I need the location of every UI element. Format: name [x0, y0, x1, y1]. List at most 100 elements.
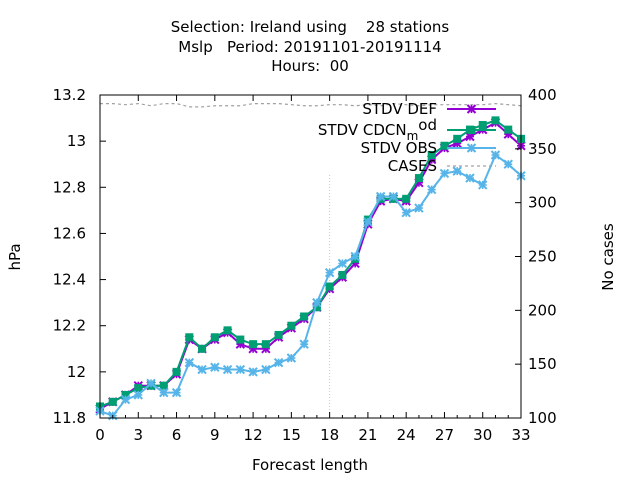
x-tick-label: 15 [282, 426, 301, 444]
y-tick-label: 12.6 [53, 224, 86, 242]
y-tick-label: 13 [67, 132, 86, 150]
legend-entry: STDV OBS [361, 139, 496, 157]
data-point [375, 191, 386, 202]
data-point [261, 364, 271, 375]
data-point [439, 168, 450, 179]
legend-label-sub: m [407, 129, 419, 143]
legend-label: STDV OBS [361, 139, 437, 157]
data-point [324, 267, 335, 278]
series-stdv-def [95, 117, 526, 414]
title-line-1: Selection: Ireland using 28 stations [171, 18, 450, 36]
x-tick-label: 33 [511, 426, 530, 444]
data-point [210, 333, 219, 342]
x-tick-label: 9 [210, 426, 220, 444]
data-point [197, 364, 207, 375]
y-tick-label: 12.2 [53, 317, 86, 335]
y2-axis-label: No cases [599, 223, 617, 291]
x-tick-label: 12 [244, 426, 263, 444]
data-point [465, 131, 475, 142]
data-point [120, 394, 131, 405]
y2-tick-label: 400 [528, 86, 557, 104]
data-point [236, 335, 245, 344]
series-line [99, 153, 522, 417]
chart-title: Selection: Ireland using 28 stations Msl… [171, 18, 450, 75]
title-line-3: Hours: 00 [271, 57, 349, 75]
y-tick-label: 11.8 [53, 409, 86, 427]
series-line [99, 121, 522, 410]
data-point [133, 390, 143, 400]
data-point [300, 312, 309, 321]
series-stdv-obs [95, 150, 526, 421]
data-point [426, 184, 437, 195]
data-point [503, 159, 513, 169]
data-point [184, 357, 195, 368]
x-tick-label: 24 [397, 426, 416, 444]
series-stdv-cdcn-mod [96, 116, 525, 411]
plot-area [95, 103, 526, 421]
data-point [287, 321, 296, 330]
x-axis-label: Forecast length [252, 456, 368, 474]
y-tick-label: 12 [67, 363, 86, 381]
legend-entry: CASES [388, 157, 496, 175]
data-point [274, 330, 283, 339]
data-point [249, 340, 258, 349]
data-point [159, 381, 168, 390]
x-tick-label: 6 [172, 426, 182, 444]
data-point [223, 326, 232, 335]
data-point [299, 339, 309, 349]
data-point [108, 397, 117, 406]
title-line-2: Mslp Period: 20191101-20191114 [178, 38, 441, 56]
series-line [99, 119, 522, 408]
data-point [198, 344, 207, 353]
y2-tick-label: 200 [528, 301, 557, 319]
data-point [402, 194, 411, 203]
x-tick-label: 18 [320, 426, 339, 444]
y2-tick-label: 300 [528, 194, 557, 212]
x-tick-label: 21 [358, 426, 377, 444]
data-point [490, 150, 501, 160]
y2-tick-label: 100 [528, 409, 557, 427]
data-point [478, 180, 488, 190]
x-tick-label: 3 [133, 426, 143, 444]
data-point [504, 125, 513, 134]
y-axis-label: hPa [6, 243, 24, 270]
series-line [100, 103, 522, 108]
data-point [325, 282, 334, 291]
y-tick-label: 13.2 [53, 86, 86, 104]
data-point [414, 203, 424, 213]
data-point [452, 166, 462, 176]
data-point [338, 270, 347, 279]
data-point [172, 367, 181, 376]
data-point [491, 116, 500, 125]
y-tick-label: 12.4 [53, 271, 86, 289]
data-point [261, 340, 270, 349]
data-point [248, 367, 258, 377]
data-point [146, 378, 156, 389]
y2-tick-label: 250 [528, 248, 557, 266]
series-cases [100, 103, 522, 108]
axes: 0 3 6 9 12 15 18 21 24 27 30 33 11.8 12 12.2 12.4 12.6 12… [53, 86, 557, 444]
data-point [478, 120, 487, 129]
data-point [466, 143, 477, 153]
data-point [171, 387, 182, 398]
legend-label-tail: od [418, 116, 437, 134]
data-point [467, 126, 476, 134]
y2-tick-label: 150 [528, 355, 557, 373]
data-point [427, 150, 436, 159]
data-point [235, 364, 246, 375]
legend-label: STDV DEF [362, 100, 437, 118]
data-point [312, 297, 322, 308]
data-point [440, 141, 449, 150]
data-point [222, 364, 233, 375]
data-point [210, 362, 220, 372]
data-point [134, 384, 143, 393]
data-point [453, 134, 462, 143]
legend-entry: STDV DEF [362, 100, 496, 118]
data-point [350, 251, 360, 262]
legend-label: CASES [388, 157, 437, 175]
data-point [159, 387, 169, 398]
y-tick-label: 12.8 [53, 178, 86, 196]
data-point [401, 207, 411, 218]
data-point [337, 258, 348, 269]
